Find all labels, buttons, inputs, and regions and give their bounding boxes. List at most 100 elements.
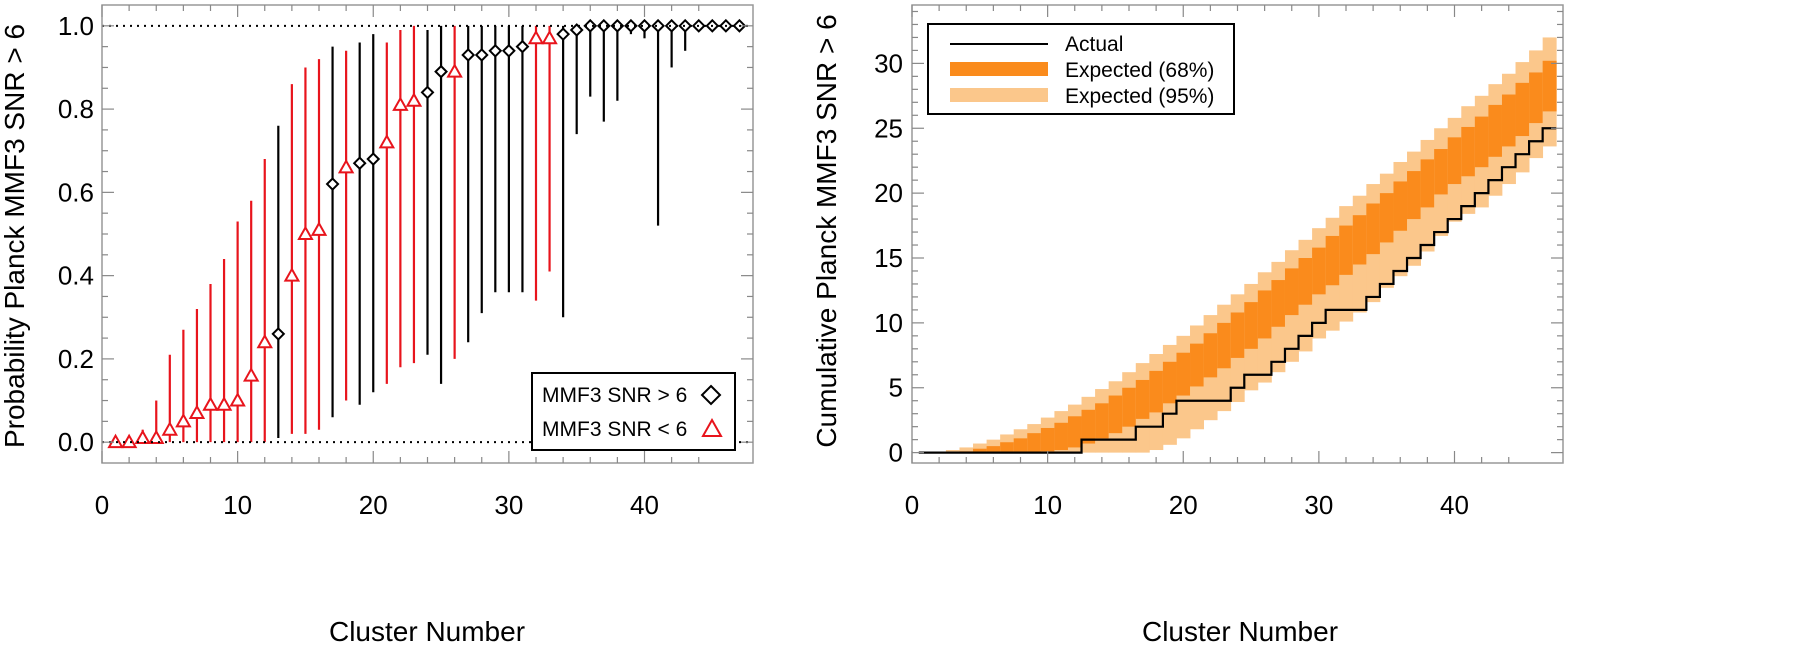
band-68-step <box>1407 171 1421 220</box>
data-markers <box>107 18 747 449</box>
band-68-step <box>1325 235 1340 286</box>
band-68-step <box>973 448 987 453</box>
band-68-step <box>1542 60 1557 112</box>
band-68-step <box>1040 427 1055 452</box>
diamond-marker <box>434 64 448 79</box>
diamond-marker <box>624 18 638 33</box>
y-tick-label: 0.0 <box>58 427 94 457</box>
actual-line <box>918 127 1557 454</box>
error-bars <box>114 25 687 443</box>
band-68-step <box>1190 343 1204 387</box>
band-68-step <box>1312 247 1327 295</box>
y-tick-labels: 0 5 10 15 20 25 30 <box>874 48 903 467</box>
diamond-marker <box>515 39 530 54</box>
x-tick-labels: 0 10 20 30 40 <box>905 490 1469 520</box>
triangle-marker <box>134 429 151 445</box>
band-68-step <box>1162 361 1177 404</box>
band-68-step <box>1461 126 1476 177</box>
diamond-marker <box>651 18 665 33</box>
triangle-marker <box>202 396 219 411</box>
band-68-step <box>1447 137 1462 185</box>
legend: MMF3 SNR > 6 MMF3 SNR < 6 <box>531 372 736 451</box>
band-68-step <box>1257 290 1272 339</box>
x-tick-label: 30 <box>494 490 523 520</box>
band-68-step <box>1027 433 1042 453</box>
band-68-step <box>1529 72 1544 124</box>
diamond-marker <box>271 327 286 341</box>
triangle-marker <box>120 433 138 449</box>
diamond-marker <box>501 43 516 58</box>
legend-label-below: MMF3 SNR < 6 <box>542 418 687 441</box>
legend-diamond-icon <box>700 384 722 406</box>
y-tick-label: 0.6 <box>58 177 94 207</box>
x-tick-label: 0 <box>905 490 919 520</box>
x-tick-label: 30 <box>1304 490 1333 520</box>
band-68-step <box>1135 379 1150 419</box>
y-tick-label: 0.2 <box>58 344 94 374</box>
y-tick-labels: 0.0 0.2 0.4 0.6 0.8 1.0 <box>58 11 94 457</box>
legend: Actual Expected (68%) Expected (95%) <box>927 23 1235 115</box>
band-68-step <box>986 446 1001 453</box>
triangle-marker <box>229 392 246 407</box>
legend-label-actual: Actual <box>1065 33 1123 56</box>
x-tick-label: 40 <box>630 490 659 520</box>
diamond-marker <box>325 177 340 191</box>
diamond-marker <box>488 43 503 58</box>
axis-ticks <box>911 5 1563 463</box>
band-68-step <box>1217 322 1232 369</box>
triangle-marker <box>107 433 124 449</box>
band-68-step <box>1149 370 1164 413</box>
diamond-marker <box>352 156 367 171</box>
band-68-step <box>1013 438 1028 453</box>
y-tick-label: 20 <box>874 178 903 208</box>
band-95-step <box>959 447 974 453</box>
y-tick-label: 10 <box>874 308 903 338</box>
axis-ticks <box>101 5 753 463</box>
band-68-step <box>1122 387 1137 427</box>
band-68-step <box>1230 312 1245 358</box>
triangle-marker <box>161 421 179 436</box>
diamond-marker <box>583 18 598 33</box>
triangle-marker <box>215 396 233 411</box>
diamond-marker <box>420 85 435 100</box>
band-68-step <box>1271 280 1286 327</box>
x-tick-label: 0 <box>95 490 109 520</box>
diamond-marker <box>474 48 489 62</box>
diamond-marker <box>610 18 625 33</box>
triangle-marker <box>337 158 355 174</box>
band-68-step <box>1284 268 1299 316</box>
y-tick-label: 1.0 <box>58 11 94 41</box>
triangle-marker <box>242 367 260 382</box>
diamond-marker <box>461 48 476 62</box>
triangle-marker <box>405 92 423 107</box>
y-tick-label: 15 <box>874 243 903 273</box>
legend-label-68: Expected (68%) <box>1065 59 1214 82</box>
triangle-marker <box>297 225 314 240</box>
band-68-step <box>1366 203 1381 255</box>
y-tick-label: 0.8 <box>58 94 94 124</box>
band-68-step <box>1515 82 1530 137</box>
actual-step-line <box>918 127 1557 454</box>
triangle-marker <box>256 333 273 349</box>
triangle-marker <box>175 412 192 428</box>
band-68-step <box>1488 104 1503 157</box>
triangle-marker <box>392 96 409 111</box>
diamond-marker <box>366 152 381 166</box>
triangle-marker <box>446 63 463 78</box>
triangle-marker <box>283 267 301 282</box>
triangle-marker <box>378 133 396 149</box>
y-tick-label: 5 <box>889 373 903 403</box>
triangle-marker <box>541 29 558 45</box>
diamond-marker <box>569 23 584 37</box>
y-tick-label: 30 <box>874 48 903 78</box>
legend-95-swatch <box>950 88 1048 102</box>
band-95-step <box>973 443 987 453</box>
band-68-step <box>1054 422 1069 451</box>
band-95-step <box>945 450 960 453</box>
diamond-marker <box>556 27 571 42</box>
x-axis-label: Cluster Number <box>329 616 525 646</box>
band-68-step <box>1244 302 1259 349</box>
legend-triangle-icon <box>701 417 723 437</box>
legend-label-95: Expected (95%) <box>1065 85 1214 108</box>
